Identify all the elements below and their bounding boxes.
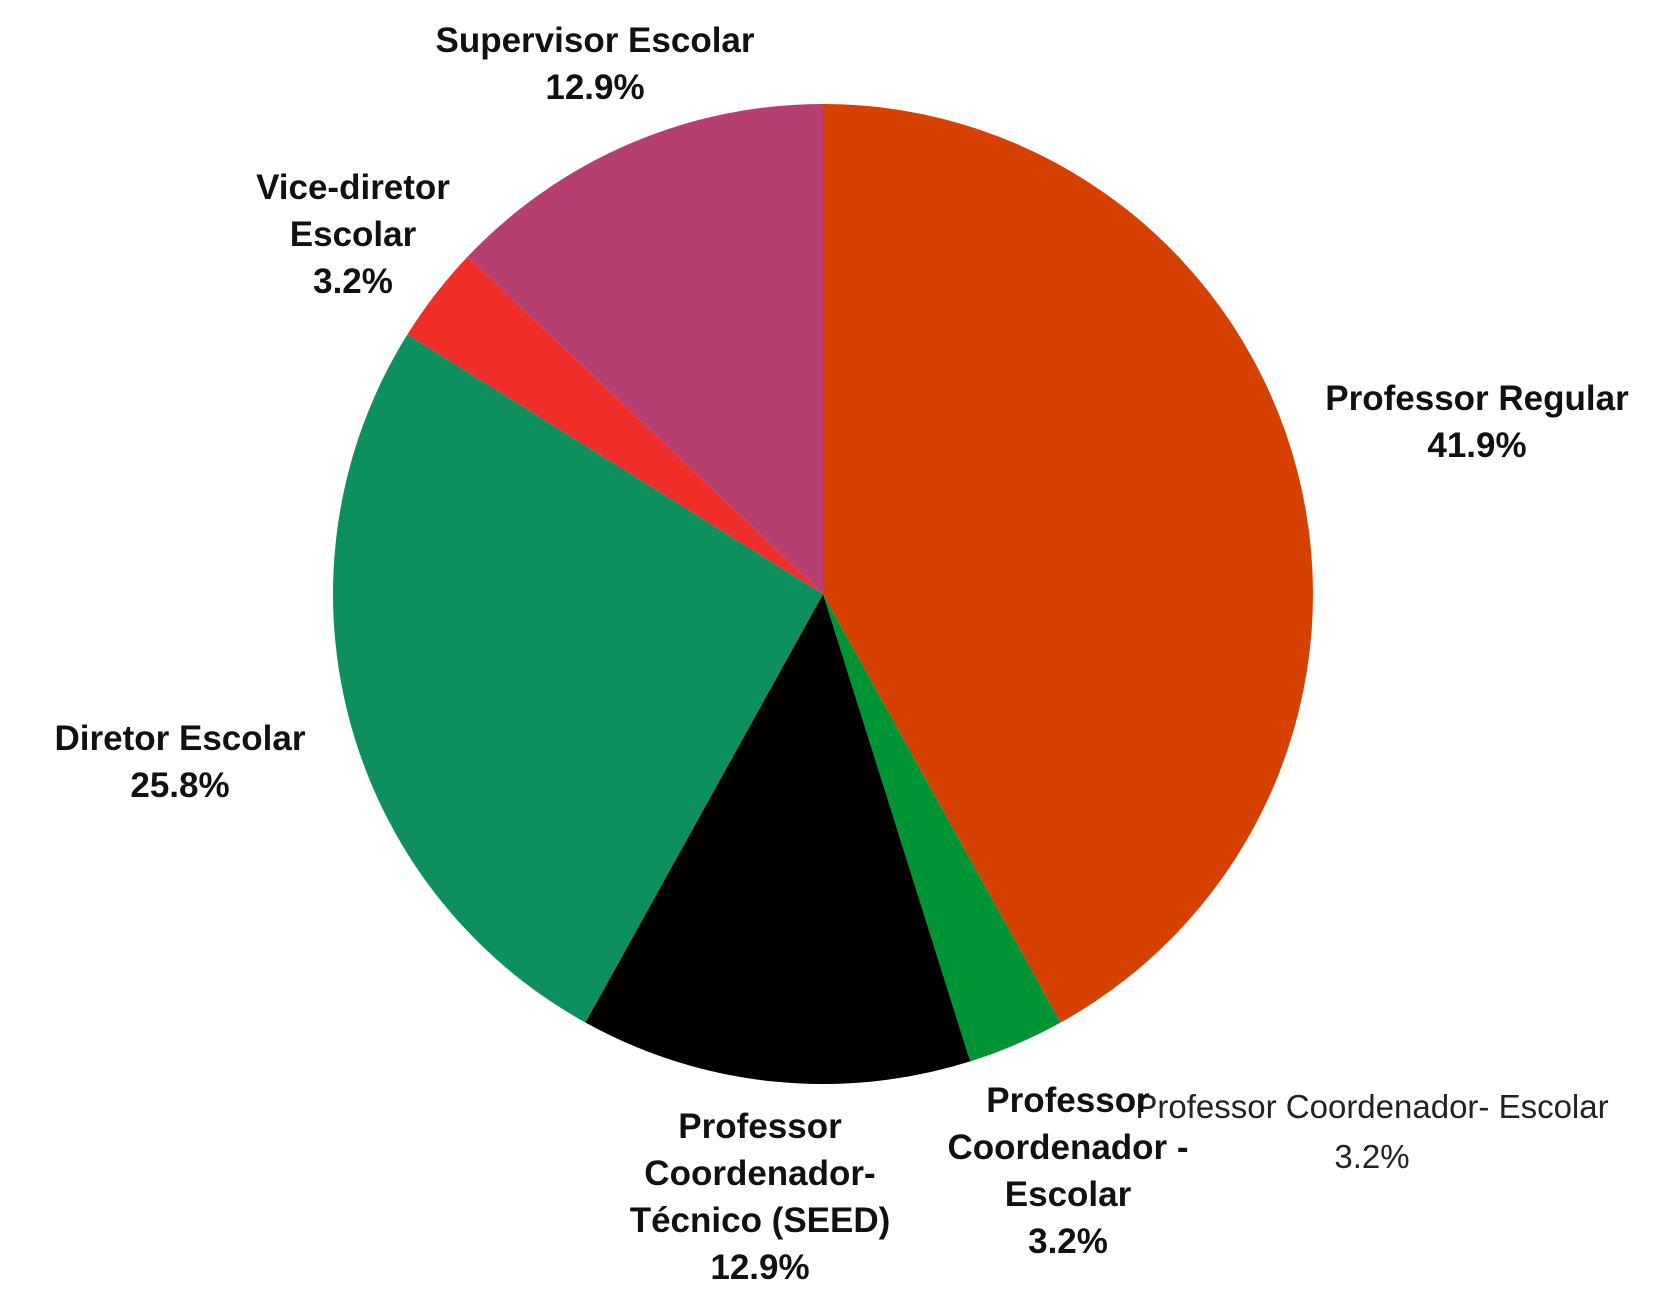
slice-label: Professor Regular 41.9% <box>1277 375 1672 469</box>
slice-label: Professor Coordenador- Técnico (SEED) 12.… <box>600 1103 920 1289</box>
annotation-value: 3.2% <box>1334 1138 1410 1175</box>
slice-name: Professor Coordenador - Escolar <box>947 1081 1189 1214</box>
pie-slice <box>823 104 1313 1023</box>
slice-label: Diretor Escolar 25.8% <box>0 715 380 809</box>
pie-slice <box>333 334 823 1023</box>
slice-label: Vice-diretor Escolar 3.2% <box>223 164 483 305</box>
slice-value: 25.8% <box>130 766 230 805</box>
slice-value: 12.9% <box>545 68 645 107</box>
slice-value: 12.9% <box>710 1248 810 1287</box>
slice-name: Professor Coordenador- Técnico (SEED) <box>629 1107 891 1240</box>
annotation: Professor Coordenador- Escolar 3.2% <box>1135 1082 1608 1182</box>
slice-name: Vice-diretor Escolar <box>256 168 450 254</box>
slice-name: Diretor Escolar <box>54 719 306 758</box>
slice-name: Professor Regular <box>1325 379 1629 418</box>
annotation-name: Professor Coordenador- Escolar <box>1135 1088 1609 1125</box>
slice-value: 3.2% <box>313 262 393 301</box>
pie-slice <box>467 104 823 594</box>
slice-label: Supervisor Escolar 12.9% <box>395 17 795 111</box>
slice-value: 41.9% <box>1427 426 1527 465</box>
slice-value: 3.2% <box>1028 1222 1108 1261</box>
slice-name: Supervisor Escolar <box>435 21 755 60</box>
pie-slice <box>407 256 823 594</box>
slice-label: Professor Coordenador - Escolar 3.2% <box>923 1077 1213 1265</box>
pie-slice <box>823 594 1061 1062</box>
pie-slice <box>585 594 971 1084</box>
